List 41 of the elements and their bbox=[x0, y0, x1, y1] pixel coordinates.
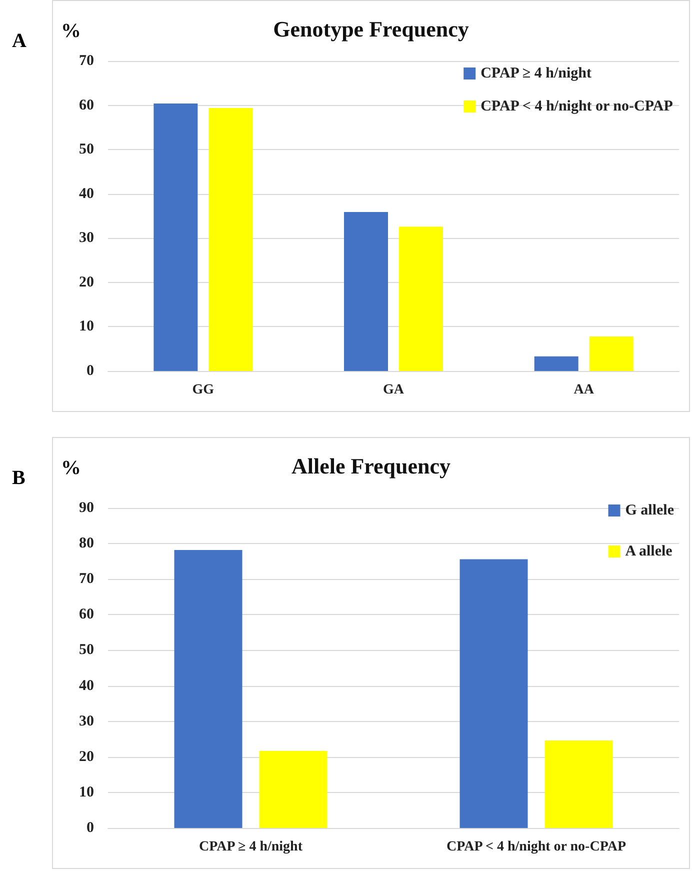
bar bbox=[589, 336, 634, 371]
bar bbox=[154, 104, 198, 371]
y-axis-title: % bbox=[61, 457, 81, 479]
bar bbox=[399, 226, 443, 371]
chart-title: Allele Frequency bbox=[291, 454, 451, 478]
y-tick-label: 10 bbox=[79, 784, 94, 800]
y-tick-label: 0 bbox=[86, 363, 94, 379]
y-tick-label: 70 bbox=[79, 571, 94, 588]
y-tick-label: 80 bbox=[79, 536, 94, 552]
bar bbox=[460, 559, 528, 828]
legend-label: A allele bbox=[625, 544, 673, 560]
text: B bbox=[12, 467, 26, 490]
y-tick-label: 60 bbox=[79, 97, 94, 114]
y-tick-label: 20 bbox=[79, 274, 94, 290]
chart-title: Genotype Frequency bbox=[273, 16, 469, 42]
bar bbox=[174, 550, 242, 828]
legend-label: G allele bbox=[625, 502, 674, 518]
bar bbox=[259, 750, 328, 828]
y-tick-label: 10 bbox=[79, 318, 94, 335]
x-tick-label: GA bbox=[383, 382, 405, 398]
x-tick-label: AA bbox=[574, 382, 595, 398]
bar bbox=[534, 356, 578, 371]
y-tick-label: 60 bbox=[79, 606, 94, 623]
y-tick-label: 50 bbox=[79, 142, 94, 158]
x-tick-label: GG bbox=[192, 382, 214, 398]
y-tick-label: 0 bbox=[86, 820, 94, 836]
bar bbox=[208, 108, 253, 371]
y-tick-label: 30 bbox=[79, 713, 94, 730]
text: A bbox=[12, 30, 26, 53]
y-tick-label: 30 bbox=[79, 230, 94, 246]
y-tick-label: 70 bbox=[79, 53, 94, 69]
legend-label: CPAP ≥ 4 h/night bbox=[480, 66, 592, 82]
bar bbox=[344, 212, 388, 371]
legend-label: CPAP < 4 h/night or no-CPAP bbox=[480, 98, 673, 114]
y-tick-label: 20 bbox=[79, 748, 94, 765]
bar bbox=[544, 740, 613, 828]
y-axis-title: % bbox=[61, 20, 81, 42]
y-tick-label: 50 bbox=[79, 642, 94, 658]
y-tick-label: 40 bbox=[79, 186, 94, 202]
y-tick-label: 40 bbox=[79, 678, 94, 694]
y-tick-label: 90 bbox=[79, 500, 94, 516]
